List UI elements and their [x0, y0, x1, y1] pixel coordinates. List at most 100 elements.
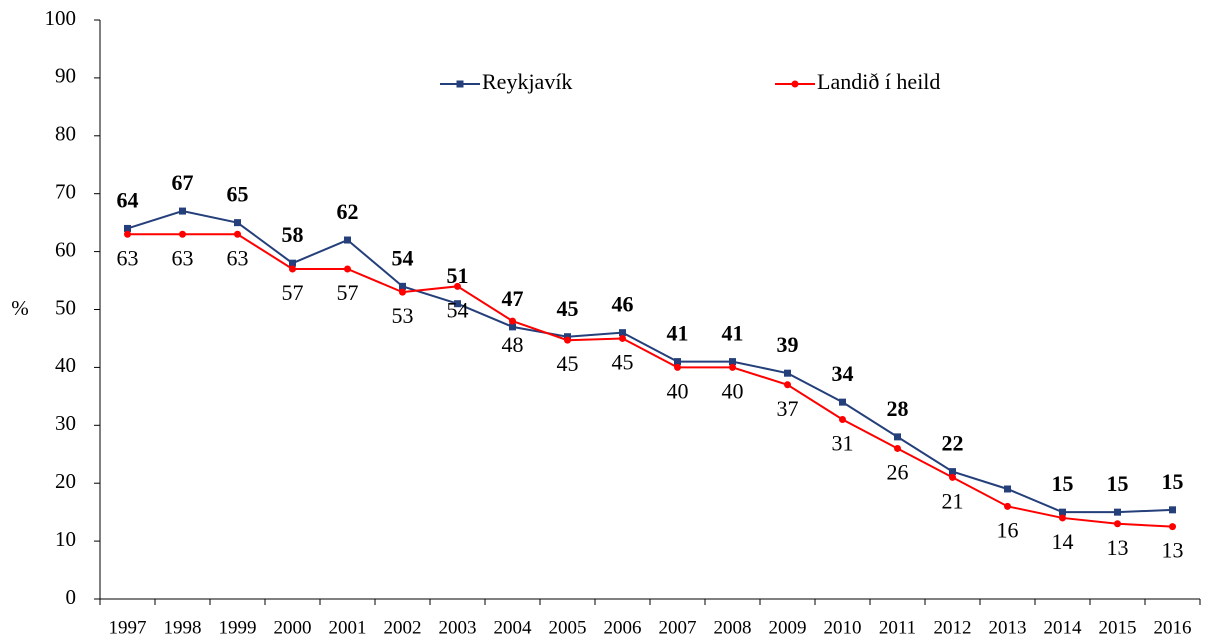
data-label: 21 [942, 488, 964, 513]
data-label: 51 [447, 263, 469, 288]
data-label: 62 [337, 199, 359, 224]
point [289, 265, 296, 273]
point [894, 444, 901, 452]
x-tick-label: 2015 [1099, 617, 1137, 638]
series-line [127, 233, 1173, 528]
data-label: 63 [172, 245, 194, 270]
x-tick-label: 2006 [604, 617, 642, 638]
data-label: 22 [942, 431, 964, 456]
point [674, 358, 681, 366]
x-tick-label: 1997 [109, 617, 147, 638]
data-label: 53 [392, 303, 414, 328]
data-label: 45 [557, 296, 579, 321]
x-tick-label: 2004 [494, 617, 533, 638]
point [1004, 502, 1011, 510]
point [124, 224, 131, 232]
data-label: 34 [832, 361, 854, 386]
data-label: 13 [1162, 538, 1184, 563]
data-label: 45 [557, 351, 579, 376]
point [564, 336, 571, 344]
data-label: 41 [667, 321, 689, 346]
legend-label: Reykjavík [482, 69, 572, 94]
y-tick-label: 30 [55, 411, 76, 435]
point [454, 300, 461, 308]
point [1169, 523, 1176, 531]
legend-marker [456, 80, 464, 88]
point [454, 282, 461, 290]
legend-marker [791, 80, 799, 88]
data-label: 64 [117, 187, 139, 212]
x-tick-label: 2000 [274, 617, 312, 638]
point [289, 259, 296, 267]
data-label: 40 [722, 378, 744, 403]
data-label: 28 [887, 396, 909, 421]
point [234, 219, 241, 227]
x-tick-label: 2007 [659, 617, 697, 638]
x-tick-label: 2005 [549, 617, 587, 638]
point [674, 363, 681, 371]
x-tick-label: 2012 [934, 617, 972, 638]
x-tick-label: 2003 [439, 617, 477, 638]
point [399, 282, 406, 290]
data-label: 58 [282, 222, 304, 247]
data-label: 48 [502, 332, 524, 357]
data-label: 14 [1052, 529, 1074, 554]
point [179, 230, 186, 238]
data-label: 40 [667, 378, 689, 403]
x-tick-label: 2002 [384, 617, 422, 638]
x-tick-label: 1999 [219, 617, 257, 638]
x-tick-label: 2013 [989, 617, 1027, 638]
point [839, 416, 846, 424]
point [509, 323, 516, 331]
y-tick-label: 100 [45, 6, 77, 30]
point [1059, 508, 1066, 516]
point [784, 369, 791, 377]
x-tick-label: 2011 [879, 617, 916, 638]
legend-label: Landið í heild [817, 69, 940, 94]
point [1004, 485, 1011, 493]
point [179, 207, 186, 215]
point [1114, 520, 1121, 528]
point [399, 288, 406, 296]
point [729, 358, 736, 366]
y-tick-label: 20 [55, 469, 76, 493]
data-label: 39 [777, 332, 799, 357]
data-label: 16 [997, 517, 1019, 542]
y-tick-label: 80 [55, 122, 76, 146]
data-label: 63 [227, 245, 249, 270]
y-tick-label: 70 [55, 180, 76, 204]
data-label: 15 [1052, 471, 1074, 496]
y-tick-label: 50 [55, 295, 76, 319]
point [1114, 508, 1121, 516]
data-label: 45 [612, 349, 634, 374]
data-label: 15 [1107, 471, 1129, 496]
x-tick-label: 2010 [824, 617, 862, 638]
data-label: 47 [502, 286, 524, 311]
point [1059, 514, 1066, 522]
y-tick-label: 90 [55, 64, 76, 88]
x-tick-label: 2001 [329, 617, 367, 638]
x-tick-label: 2009 [769, 617, 807, 638]
point [784, 381, 791, 389]
data-label: 37 [777, 396, 799, 421]
y-tick-label: 60 [55, 237, 76, 261]
y-axis-label: % [11, 296, 29, 320]
point [344, 265, 351, 273]
point [949, 473, 956, 481]
point [1169, 506, 1176, 514]
data-label: 54 [447, 297, 469, 322]
x-tick-label: 2016 [1154, 617, 1192, 638]
x-tick-label: 2014 [1044, 617, 1083, 638]
y-tick-label: 10 [55, 527, 76, 551]
series-line [127, 210, 1173, 514]
point [729, 363, 736, 371]
data-label: 15 [1162, 469, 1184, 494]
data-label: 67 [172, 170, 194, 195]
point [619, 329, 626, 337]
point [949, 468, 956, 476]
point [894, 433, 901, 441]
data-label: 46 [612, 292, 634, 317]
x-tick-label: 2008 [714, 617, 752, 638]
data-label: 57 [282, 280, 304, 305]
